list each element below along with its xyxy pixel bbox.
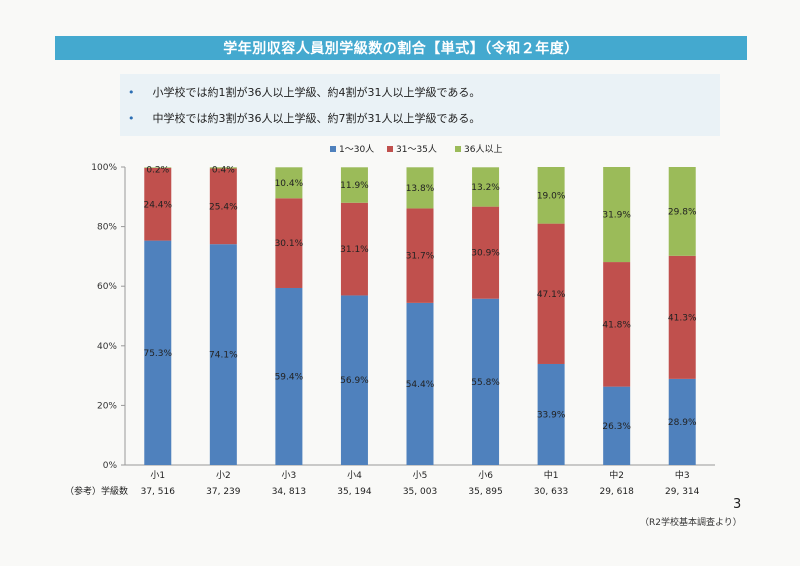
- x-tick-label: 小4: [347, 470, 362, 481]
- bar-segment: [668, 255, 696, 379]
- class-count-value: 35, 895: [468, 487, 502, 497]
- bar-segment: [668, 378, 696, 465]
- bar-segment: [406, 208, 434, 303]
- bar-segment: [472, 167, 500, 207]
- class-count-value: 37, 239: [206, 487, 241, 497]
- bar-segment: [209, 168, 237, 245]
- bar-segment: [144, 240, 172, 465]
- data-label: 59.4%: [275, 372, 304, 382]
- bar-segment: [340, 295, 368, 465]
- class-count-value: 34, 813: [272, 487, 306, 497]
- source-note: （R2学校基本調査より）: [640, 518, 742, 528]
- class-count-value: 29, 618: [599, 487, 634, 497]
- legend-label: 1～30人: [339, 144, 374, 155]
- summary-text: 小学校では約1割が36人以上学級、約4割が31人以上学級である。: [152, 86, 481, 99]
- data-label: 55.8%: [471, 378, 500, 388]
- bar-segment: [603, 386, 631, 465]
- data-label: 31.1%: [340, 245, 369, 255]
- data-label: 54.4%: [406, 380, 435, 390]
- data-label: 0.2%: [146, 165, 169, 175]
- x-tick-label: 小1: [150, 470, 165, 481]
- data-label: 28.9%: [668, 418, 697, 428]
- legend-label: 36人以上: [464, 144, 502, 155]
- legend-label: 31～35人: [396, 144, 437, 155]
- bar-segment: [144, 167, 172, 168]
- bar-segment: [275, 287, 303, 465]
- data-label: 29.8%: [668, 207, 697, 217]
- summary-box: • 小学校では約1割が36人以上学級、約4割が31人以上学級である。 • 中学校では…: [120, 74, 720, 136]
- data-label: 0.4%: [212, 165, 235, 175]
- data-label: 30.1%: [275, 239, 304, 249]
- data-label: 75.3%: [143, 349, 172, 359]
- bar-segment: [275, 167, 303, 199]
- page-number: 3: [733, 497, 742, 512]
- y-tick-label: 100%: [91, 163, 117, 173]
- x-tick-label: 小3: [282, 470, 297, 481]
- bar-segment: [537, 167, 565, 224]
- data-label: 25.4%: [209, 202, 238, 212]
- bar-segment: [603, 167, 631, 263]
- data-label: 74.1%: [209, 351, 238, 361]
- bar-segment: [340, 167, 368, 203]
- bar-segment: [209, 244, 237, 465]
- class-count-value: 35, 194: [337, 487, 372, 497]
- bar-segment: [144, 167, 172, 241]
- x-tick-label: 小5: [413, 470, 428, 481]
- data-label: 31.9%: [602, 211, 631, 221]
- bullet-marker: •: [128, 86, 135, 99]
- bar-segment: [472, 206, 500, 299]
- data-label: 26.3%: [602, 422, 631, 432]
- bar-segment: [537, 223, 565, 364]
- summary-bullet: • 中学校では約3割が36人以上学級、約7割が31人以上学級である。: [128, 110, 480, 126]
- summary-text: 中学校では約3割が36人以上学級、約7割が31人以上学級である。: [152, 112, 481, 125]
- data-label: 19.0%: [537, 191, 566, 201]
- data-label: 11.9%: [340, 181, 369, 191]
- x-tick-label: 小6: [478, 470, 493, 481]
- y-tick-label: 20%: [97, 401, 117, 411]
- data-label: 41.8%: [602, 320, 631, 330]
- bar-segment: [406, 167, 434, 209]
- bar-segment: [406, 302, 434, 465]
- legend-swatch: [330, 146, 336, 152]
- x-tick-label: 中2: [609, 469, 624, 481]
- page-title: 学年別収容人員別学級数の割合【単式】（令和２年度）: [55, 36, 747, 60]
- bar-segment: [472, 298, 500, 465]
- data-label: 31.7%: [406, 252, 435, 262]
- data-label: 56.9%: [340, 376, 369, 386]
- data-label: 24.4%: [143, 200, 172, 210]
- reference-label: （参考）学級数: [65, 485, 128, 497]
- class-count-value: 37, 516: [141, 487, 176, 497]
- legend-swatch: [455, 146, 461, 152]
- y-tick-label: 0%: [103, 461, 118, 471]
- data-label: 10.4%: [275, 179, 304, 189]
- data-label: 41.3%: [668, 313, 697, 323]
- bar-segment: [209, 167, 237, 169]
- data-label: 47.1%: [537, 290, 566, 300]
- class-count-value: 35, 003: [403, 487, 437, 497]
- legend-swatch: [387, 146, 393, 152]
- summary-bullet: • 小学校では約1割が36人以上学級、約4割が31人以上学級である。: [128, 84, 480, 100]
- x-tick-label: 中1: [544, 469, 559, 481]
- data-label: 33.9%: [537, 410, 566, 420]
- class-count-value: 29, 314: [665, 487, 700, 497]
- x-tick-label: 小2: [216, 470, 231, 481]
- y-tick-label: 80%: [97, 223, 117, 233]
- bar-segment: [603, 262, 631, 387]
- y-tick-label: 60%: [97, 282, 117, 292]
- bullet-marker: •: [128, 112, 135, 125]
- bar-segment: [340, 202, 368, 296]
- y-tick-label: 40%: [97, 342, 117, 352]
- bar-segment: [537, 363, 565, 465]
- data-label: 13.2%: [471, 183, 500, 193]
- x-tick-label: 中3: [675, 469, 690, 481]
- class-count-value: 30, 633: [534, 487, 568, 497]
- data-label: 30.9%: [471, 249, 500, 259]
- data-label: 13.8%: [406, 184, 435, 194]
- bar-segment: [668, 167, 696, 256]
- bar-segment: [275, 198, 303, 288]
